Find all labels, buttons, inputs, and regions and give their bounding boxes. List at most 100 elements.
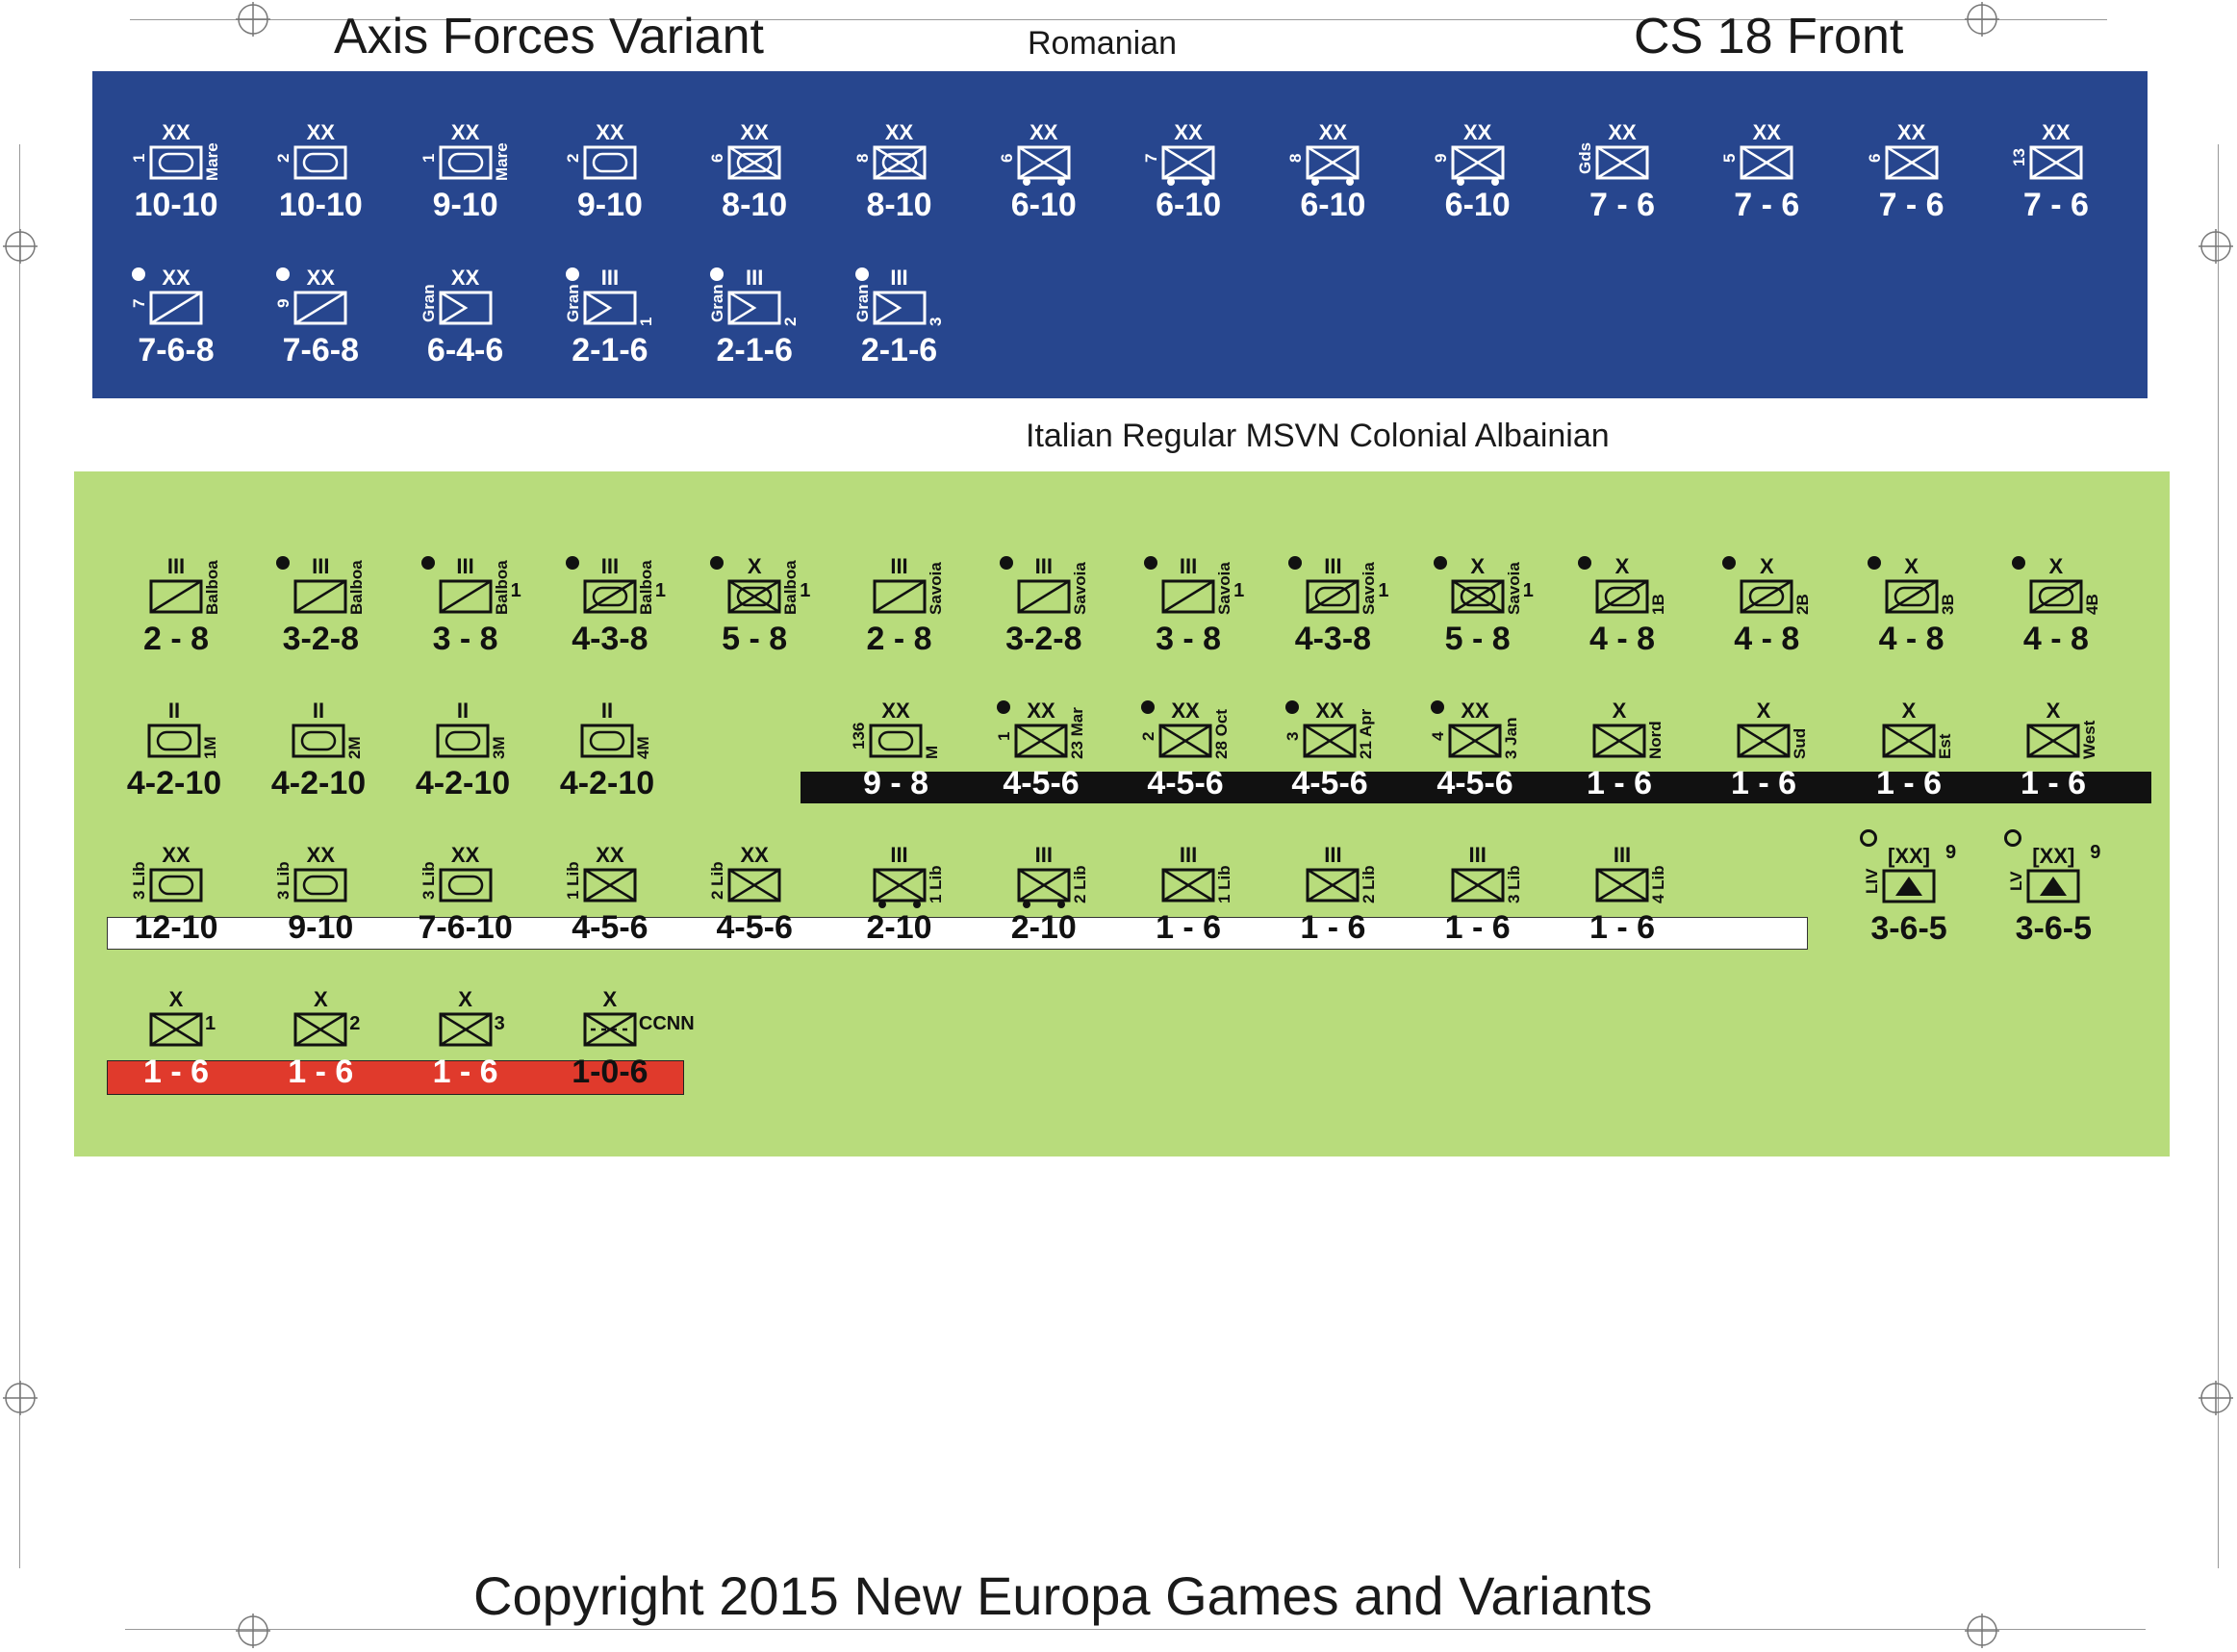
unit-counter[interactable]: X 3 1 - 6 <box>394 957 538 1102</box>
unit-counter[interactable]: XX 3 21 Apr 4-5-6 <box>1258 669 1402 813</box>
unit-counter[interactable]: XX 2 10-10 <box>248 90 393 235</box>
unit-counter[interactable]: XX 4 3 Jan 4-5-6 <box>1403 669 1547 813</box>
unit-size-label: III <box>1613 843 1632 867</box>
unit-counter[interactable]: III Savoia 1 4-3-8 <box>1260 524 1405 669</box>
unit-name-label: Sud <box>1791 727 1809 759</box>
unit-size-label: III <box>1179 554 1198 578</box>
unit-counter[interactable]: XX 5 7 - 6 <box>1694 90 1839 235</box>
unit-counter[interactable]: III 1 Lib 2-10 <box>827 813 972 957</box>
unit-counter[interactable]: XX 6 7 - 6 <box>1840 90 1984 235</box>
unit-counter[interactable]: XX 1 Mare 10-10 <box>104 90 248 235</box>
unit-counter[interactable]: X Sud 1 - 6 <box>1691 669 1836 813</box>
unit-counter[interactable]: XX 9 6-10 <box>1406 90 1550 235</box>
unit-counter[interactable]: XX 6 8-10 <box>682 90 826 235</box>
unit-counter[interactable]: [XX] LV 9 3-6-5 <box>1981 814 2125 958</box>
unit-counter[interactable]: XX 2 Lib 4-5-6 <box>682 813 826 957</box>
unit-counter[interactable]: III 3 Lib 1 - 6 <box>1406 813 1550 957</box>
unit-counter[interactable]: XX 1 Mare 9-10 <box>394 90 538 235</box>
reduced-strength-dot-icon <box>2011 556 2025 570</box>
inf-unit-symbol-icon <box>583 868 637 902</box>
unit-id-label: 6 <box>708 153 727 163</box>
unit-name-label: Savoia <box>926 562 945 615</box>
reduced-strength-dot-icon <box>710 267 724 281</box>
unit-counter[interactable]: III Balboa 2 - 8 <box>104 524 248 669</box>
armcav-unit-symbol-icon <box>1740 579 1793 614</box>
unit-counter[interactable]: III Savoia 1 3 - 8 <box>1116 524 1260 669</box>
unit-counter[interactable]: II 2M 4-2-10 <box>246 669 391 813</box>
unit-counter[interactable]: X 4B 4 - 8 <box>1984 524 2128 669</box>
unit-counter[interactable]: III Savoia 2 - 8 <box>827 524 972 669</box>
unit-id-label: Gran <box>563 284 582 322</box>
unit-counter[interactable]: XX 3 Lib 7-6-10 <box>394 813 538 957</box>
combat-value: 1 - 6 <box>1300 909 1366 946</box>
unit-counter[interactable]: XX 1 Lib 4-5-6 <box>538 813 682 957</box>
unit-counter[interactable]: III Balboa 1 4-3-8 <box>538 524 682 669</box>
unit-size-label: II <box>456 699 470 723</box>
unit-counter[interactable]: III 4 Lib 1 - 6 <box>1550 813 1694 957</box>
unit-size-label: X <box>2048 554 2064 578</box>
combat-value: 9-10 <box>432 187 498 223</box>
unit-counter[interactable]: X Nord 1 - 6 <box>1547 669 1691 813</box>
armor-unit-symbol-icon <box>583 145 637 180</box>
unit-counter[interactable]: X Savoia 1 5 - 8 <box>1406 524 1550 669</box>
unit-counter[interactable]: III 2 Lib 1 - 6 <box>1260 813 1405 957</box>
unit-counter[interactable]: XX 6 6-10 <box>972 90 1116 235</box>
unit-counter[interactable]: XX 2 28 Oct 4-5-6 <box>1113 669 1258 813</box>
unit-counter[interactable]: XX 7 7-6-8 <box>104 236 248 380</box>
unit-id-label: 1 Lib <box>563 861 582 900</box>
combat-value: 2-1-6 <box>860 332 938 369</box>
unit-counter[interactable]: XX 3 Lib 9-10 <box>248 813 393 957</box>
unit-counter[interactable]: XX 7 6-10 <box>1116 90 1260 235</box>
unit-counter[interactable]: XX Gran 6-4-6 <box>394 236 538 380</box>
cav-unit-symbol-icon <box>1017 579 1071 614</box>
combat-value: 4 - 8 <box>1589 621 1656 657</box>
unit-counter[interactable]: III Gran 1 2-1-6 <box>538 236 682 380</box>
combat-value: 4-2-10 <box>559 765 655 801</box>
unit-size-label: XX <box>1463 120 1492 144</box>
unit-counter[interactable]: X 1B 4 - 8 <box>1550 524 1694 669</box>
left-trim-line <box>19 144 20 1568</box>
unit-counter[interactable]: [XX] LIV 9 3-6-5 <box>1837 814 1981 958</box>
inf-unit-symbol-icon <box>727 868 781 902</box>
unit-size-label: XX <box>596 843 624 867</box>
unit-counter[interactable]: II 4M 4-2-10 <box>535 669 679 813</box>
unit-counter[interactable]: III Savoia 3-2-8 <box>972 524 1116 669</box>
unit-name-label: 3B <box>1938 594 1957 615</box>
unit-counter[interactable]: XX 9 7-6-8 <box>248 236 393 380</box>
inf-unit-symbol-icon <box>1451 868 1505 902</box>
unit-counter[interactable]: XX 1 23 Mar 4-5-6 <box>969 669 1113 813</box>
unit-counter[interactable]: XX 3 Lib 12-10 <box>104 813 248 957</box>
unit-counter[interactable]: XX 136 M 9 - 8 <box>824 669 968 813</box>
combat-value: 7 - 6 <box>1878 187 1945 223</box>
unit-counter[interactable]: X CCNN 1-0-6 <box>538 957 694 1102</box>
unit-size-label: XX <box>1171 699 1200 723</box>
unit-counter[interactable]: III Gran 2 2-1-6 <box>682 236 826 380</box>
unit-counter[interactable]: XX 8 6-10 <box>1260 90 1405 235</box>
combat-value: 5 - 8 <box>1444 621 1511 657</box>
unit-id-label: 136 <box>850 722 868 750</box>
motinf-unit-symbol-icon <box>1017 868 1071 908</box>
unit-counter[interactable]: XX Gds 7 - 6 <box>1550 90 1694 235</box>
unit-counter[interactable]: XX 2 9-10 <box>538 90 682 235</box>
unit-counter[interactable]: X West 1 - 6 <box>1981 669 2125 813</box>
unit-counter[interactable]: X 3B 4 - 8 <box>1840 524 1984 669</box>
unit-counter[interactable]: III 2 Lib 2-10 <box>972 813 1116 957</box>
unit-counter[interactable]: III Balboa 1 3 - 8 <box>394 524 538 669</box>
unit-counter[interactable]: X Est 1 - 6 <box>1837 669 1981 813</box>
unit-counter[interactable]: III 1 Lib 1 - 6 <box>1116 813 1260 957</box>
unit-number-label: 9 <box>2090 842 2101 863</box>
unit-counter[interactable]: XX 8 8-10 <box>827 90 972 235</box>
unit-name-label: 4M <box>634 736 652 759</box>
motinf-unit-symbol-icon <box>873 868 926 908</box>
unit-counter[interactable]: III Balboa 3-2-8 <box>248 524 393 669</box>
unit-counter[interactable]: X Balboa 1 5 - 8 <box>682 524 826 669</box>
unit-counter[interactable]: X 2B 4 - 8 <box>1694 524 1839 669</box>
combat-value: 2-1-6 <box>572 332 648 369</box>
unit-counter[interactable]: III Gran 3 2-1-6 <box>827 236 972 380</box>
unit-counter[interactable]: XX 13 7 - 6 <box>1984 90 2128 235</box>
unit-counter[interactable]: II 3M 4-2-10 <box>391 669 535 813</box>
unit-counter[interactable]: II 1M 4-2-10 <box>102 669 246 813</box>
unit-size-label: X <box>1470 554 1486 578</box>
